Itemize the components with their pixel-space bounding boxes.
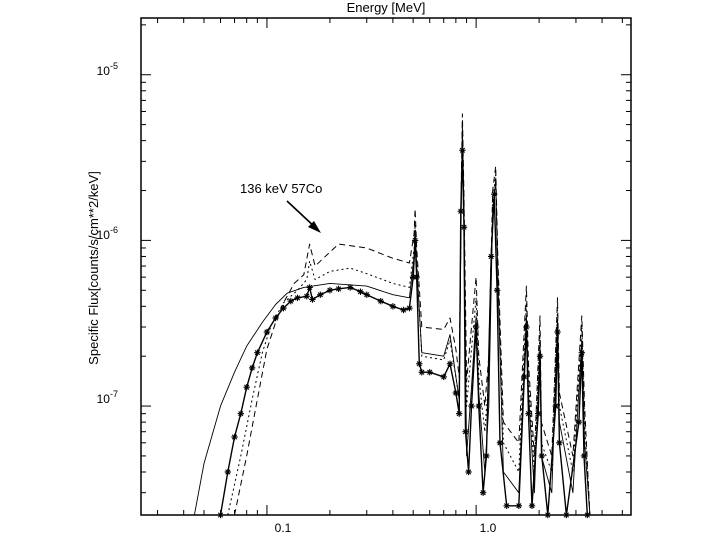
series-marker (237, 410, 245, 417)
series-marker (309, 296, 316, 303)
series-marker (231, 433, 238, 441)
series-marker (525, 410, 532, 417)
series-marker (490, 191, 498, 198)
series-marker (536, 352, 544, 360)
series-marker (523, 323, 530, 331)
series-marker (538, 452, 545, 460)
series-marker (248, 364, 256, 372)
series-line-2 (234, 113, 591, 516)
series-marker (521, 373, 528, 381)
series-marker (243, 383, 250, 391)
series-marker (411, 237, 419, 244)
series-marker (326, 287, 334, 294)
series-marker (263, 328, 271, 336)
series-line-3 (227, 121, 591, 516)
series-marker (357, 288, 364, 295)
series-marker (389, 303, 397, 310)
series-marker (472, 323, 480, 331)
series-marker (400, 306, 407, 314)
series-marker (254, 349, 261, 356)
series-marker (303, 293, 310, 300)
series-marker (335, 285, 342, 293)
series-marker (575, 418, 583, 426)
series-marker (496, 439, 504, 447)
series-marker (563, 511, 570, 519)
series-marker (554, 328, 561, 336)
series-marker (287, 297, 294, 305)
series-marker (534, 410, 542, 417)
series-marker (426, 369, 433, 376)
x-axis-title: Energy [MeV] (347, 0, 426, 15)
series-marker (556, 439, 563, 447)
y-tick-label-1e-5: 10-5 (97, 61, 118, 78)
series-marker (475, 402, 483, 410)
annotation-arrow (286, 200, 321, 233)
series-marker (459, 147, 466, 154)
series-marker (455, 410, 463, 417)
series-marker (446, 360, 454, 367)
series-marker (580, 452, 588, 460)
series-marker (552, 402, 559, 410)
y-tick-label-1e-6: 10-6 (97, 225, 118, 242)
series-marker (483, 452, 490, 460)
series-marker (377, 297, 384, 305)
series-marker (363, 291, 370, 298)
series-marker (224, 468, 232, 476)
series-layer (193, 113, 591, 516)
series-marker (406, 304, 413, 312)
series-marker (584, 511, 591, 519)
series-marker (413, 273, 420, 281)
y-tick-label-1e-7: 10-7 (97, 389, 118, 406)
series-marker (465, 468, 472, 476)
series-marker (346, 284, 354, 291)
series-marker (462, 428, 469, 435)
series-marker (515, 502, 523, 510)
x-tick-label-0.1: 0.1 (275, 521, 292, 535)
x-tick-label-1.0: 1.0 (480, 521, 497, 535)
series-marker (418, 369, 426, 376)
series-marker (280, 304, 287, 312)
series-marker (503, 502, 510, 510)
series-marker (460, 224, 468, 231)
annotation-57co-label: 136 keV 57Co (240, 181, 322, 196)
series-marker (317, 291, 324, 298)
series-marker (217, 511, 224, 519)
series-marker (528, 502, 536, 510)
series-marker (294, 294, 301, 302)
marker-layer (217, 147, 591, 519)
series-marker (440, 373, 447, 381)
axis-ticks (141, 18, 631, 515)
series-marker (452, 389, 460, 397)
series-marker (578, 349, 585, 356)
series-marker (479, 489, 487, 496)
series-marker (457, 208, 465, 215)
y-axis-title: Specific Flux[counts/s/cm**2/keV] (86, 171, 101, 365)
series-marker (493, 287, 501, 294)
series-marker (468, 402, 475, 410)
series-marker (544, 511, 551, 519)
series-marker (272, 314, 279, 322)
series-marker (306, 284, 313, 291)
series-marker (416, 360, 423, 367)
series-marker (487, 253, 495, 260)
